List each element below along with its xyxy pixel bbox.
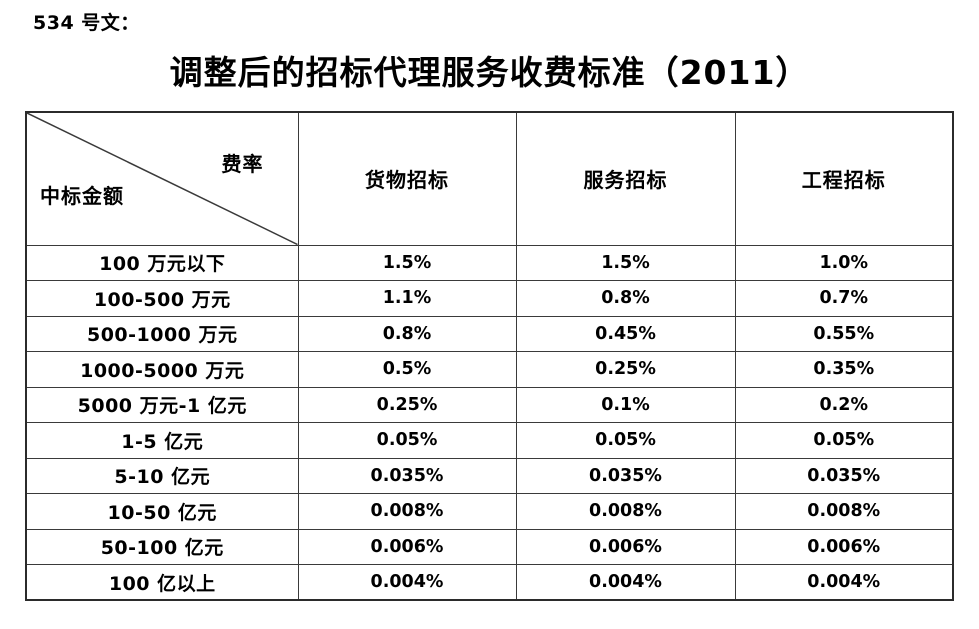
amount-cell: 100 万元以下 — [25, 244, 299, 281]
rate-cell: 0.004% — [515, 564, 736, 601]
rate-cell: 0.05% — [734, 422, 954, 459]
diagonal-divider-line — [27, 113, 298, 245]
table-header-row: 费率 中标金额 货物招标 服务招标 工程招标 — [25, 111, 954, 246]
table-row: 5-10 亿元 0.035% 0.035% 0.035% — [25, 457, 954, 494]
corner-rate-label: 费率 — [221, 152, 264, 176]
rate-cell: 0.008% — [515, 493, 736, 530]
amount-cell: 50-100 亿元 — [25, 528, 299, 565]
rate-cell: 1.5% — [297, 244, 517, 281]
rate-cell: 0.8% — [297, 315, 517, 352]
fee-rate-table: 费率 中标金额 货物招标 服务招标 工程招标 100 万元以下 1.5% 1.5… — [25, 111, 954, 601]
rate-cell: 0.004% — [734, 564, 954, 601]
table-row: 1-5 亿元 0.05% 0.05% 0.05% — [25, 422, 954, 459]
rate-cell: 0.05% — [515, 422, 736, 459]
rate-cell: 0.008% — [297, 493, 517, 530]
rate-cell: 1.5% — [515, 244, 736, 281]
rate-cell: 0.035% — [297, 457, 517, 494]
rate-cell: 0.035% — [515, 457, 736, 494]
amount-cell: 100 亿以上 — [25, 564, 299, 601]
table-row: 10-50 亿元 0.008% 0.008% 0.008% — [25, 493, 954, 530]
rate-cell: 0.25% — [297, 386, 517, 423]
table-row: 100-500 万元 1.1% 0.8% 0.7% — [25, 280, 954, 317]
rate-cell: 0.5% — [297, 351, 517, 388]
rate-cell: 0.035% — [734, 457, 954, 494]
column-header-engineering: 工程招标 — [734, 111, 954, 246]
column-header-goods: 货物招标 — [297, 111, 517, 246]
table-row: 100 亿以上 0.004% 0.004% 0.004% — [25, 564, 954, 601]
amount-cell: 5000 万元-1 亿元 — [25, 386, 299, 423]
amount-cell: 10-50 亿元 — [25, 493, 299, 530]
rate-cell: 0.35% — [734, 351, 954, 388]
rate-cell: 0.8% — [515, 280, 736, 317]
amount-cell: 100-500 万元 — [25, 280, 299, 317]
rate-cell: 0.004% — [297, 564, 517, 601]
rate-cell: 0.05% — [297, 422, 517, 459]
table-row: 50-100 亿元 0.006% 0.006% 0.006% — [25, 528, 954, 565]
rate-cell: 0.7% — [734, 280, 954, 317]
rate-cell: 0.008% — [734, 493, 954, 530]
doc-number-label: 534 号文： — [33, 12, 140, 34]
rate-cell: 1.0% — [734, 244, 954, 281]
amount-cell: 5-10 亿元 — [25, 457, 299, 494]
corner-header-cell: 费率 中标金额 — [25, 111, 299, 246]
amount-cell: 1000-5000 万元 — [25, 351, 299, 388]
rate-cell: 0.006% — [297, 528, 517, 565]
rate-cell: 0.2% — [734, 386, 954, 423]
rate-cell: 0.55% — [734, 315, 954, 352]
table-row: 500-1000 万元 0.8% 0.45% 0.55% — [25, 315, 954, 352]
rate-cell: 0.45% — [515, 315, 736, 352]
table-row: 100 万元以下 1.5% 1.5% 1.0% — [25, 244, 954, 281]
column-header-services: 服务招标 — [515, 111, 736, 246]
rate-cell: 1.1% — [297, 280, 517, 317]
rate-cell: 0.1% — [515, 386, 736, 423]
corner-amount-label: 中标金额 — [40, 183, 124, 208]
page-title: 调整后的招标代理服务收费标准（2011） — [169, 53, 810, 92]
rate-cell: 0.006% — [734, 528, 954, 565]
amount-cell: 1-5 亿元 — [25, 422, 299, 459]
rate-cell: 0.006% — [515, 528, 736, 565]
amount-cell: 500-1000 万元 — [25, 315, 299, 352]
table-row: 5000 万元-1 亿元 0.25% 0.1% 0.2% — [25, 386, 954, 423]
rate-cell: 0.25% — [515, 351, 736, 388]
table-row: 1000-5000 万元 0.5% 0.25% 0.35% — [25, 351, 954, 388]
